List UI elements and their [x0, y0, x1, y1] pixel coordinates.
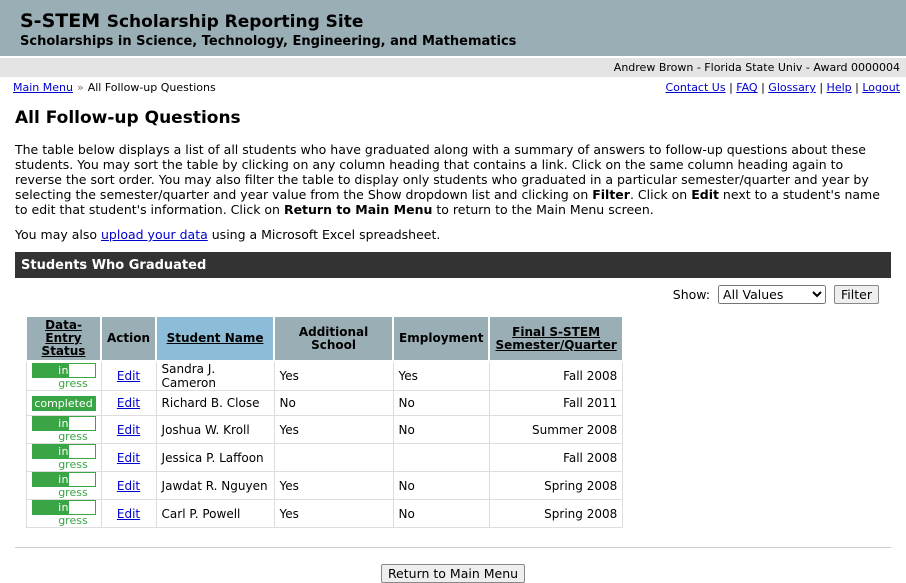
employment: No: [392, 499, 490, 528]
breadcrumb-separator: »: [76, 81, 84, 94]
status-badge: in progress: [31, 500, 96, 527]
glossary-link[interactable]: Glossary: [768, 81, 816, 94]
student-name: Sandra J. Cameron: [155, 360, 275, 391]
additional-school: Yes: [273, 471, 394, 500]
table-row: in progress Edit Joshua W. Kroll Yes No …: [25, 415, 624, 444]
status-badge: in progress: [31, 472, 96, 499]
sort-data-entry-status[interactable]: Data-Entry Status: [41, 318, 86, 358]
table-row: in progress Edit Carl P. Powell Yes No S…: [25, 499, 624, 528]
show-dropdown[interactable]: All Values: [718, 285, 827, 304]
status-badge: completed: [31, 395, 96, 411]
show-label: Show:: [672, 287, 711, 302]
logout-link[interactable]: Logout: [862, 81, 900, 94]
edit-link[interactable]: Edit: [116, 506, 141, 521]
additional-school: [273, 443, 394, 472]
divider: [15, 547, 891, 548]
site-subtitle: Scholarships in Science, Technology, Eng…: [20, 34, 517, 49]
faq-link[interactable]: FAQ: [736, 81, 758, 94]
help-link[interactable]: Help: [826, 81, 852, 94]
employment: [392, 443, 490, 472]
table-row: in progress Edit Sandra J. Cameron Yes Y…: [25, 360, 624, 391]
table-row: completed Edit Richard B. Close No No Fa…: [25, 390, 624, 416]
breadcrumb-current: All Follow-up Questions: [87, 81, 216, 94]
employment: Yes: [392, 360, 490, 391]
table-row: in progress Edit Jawdat R. Nguyen Yes No…: [25, 471, 624, 500]
top-links: Contact Us | FAQ | Glossary | Help | Log…: [665, 81, 901, 94]
edit-link[interactable]: Edit: [116, 396, 141, 410]
students-table: Data-Entry Status Action Student Name Ad…: [25, 315, 624, 528]
header-additional-school: Additional School: [273, 315, 395, 362]
header-employment: Employment: [392, 315, 491, 362]
additional-school: Yes: [273, 499, 394, 528]
sort-final-semester[interactable]: Final S-STEM Semester/Quarter: [495, 324, 617, 352]
student-name: Jessica P. Laffoon: [155, 443, 275, 472]
user-info-bar: Andrew Brown - Florida State Univ - Awar…: [0, 58, 906, 77]
status-badge: in progress: [31, 444, 96, 471]
intro-text: The table below displays a list of all s…: [15, 142, 880, 217]
breadcrumb-main-menu[interactable]: Main Menu: [13, 81, 73, 94]
edit-link[interactable]: Edit: [116, 450, 141, 465]
student-name: Joshua W. Kroll: [155, 415, 275, 444]
table-row: in progress Edit Jessica P. Laffoon Fall…: [25, 443, 624, 472]
additional-school: Yes: [273, 360, 394, 391]
final-semester: Fall 2008: [488, 443, 624, 472]
employment: No: [392, 471, 490, 500]
student-name: Richard B. Close: [155, 390, 275, 416]
filter-bar: Show: All Values Filter: [0, 285, 879, 304]
status-badge: in progress: [31, 362, 96, 390]
breadcrumb: Main Menu» All Follow-up Questions: [13, 81, 216, 94]
sort-student-name[interactable]: Student Name: [166, 331, 264, 345]
section-header: Students Who Graduated: [15, 252, 891, 278]
site-title: S-STEM Scholarship Reporting Site: [20, 10, 364, 32]
upload-text: You may also upload your data using a Mi…: [15, 227, 441, 242]
contact-us-link[interactable]: Contact Us: [665, 81, 726, 94]
return-to-main-menu-button[interactable]: Return to Main Menu: [380, 564, 526, 583]
upload-data-link[interactable]: upload your data: [101, 227, 208, 242]
header-action: Action: [99, 315, 158, 362]
employment: No: [392, 415, 490, 444]
additional-school: Yes: [273, 415, 394, 444]
filter-button[interactable]: Filter: [834, 285, 879, 304]
final-semester: Fall 2011: [488, 390, 624, 416]
final-semester: Spring 2008: [488, 471, 624, 500]
edit-link[interactable]: Edit: [116, 478, 141, 493]
edit-link[interactable]: Edit: [116, 422, 141, 437]
edit-link[interactable]: Edit: [116, 369, 141, 383]
additional-school: No: [273, 390, 394, 416]
page-title: All Follow-up Questions: [15, 108, 241, 128]
status-badge: in progress: [31, 416, 96, 443]
employment: No: [392, 390, 490, 416]
final-semester: Summer 2008: [488, 415, 624, 444]
student-name: Carl P. Powell: [155, 499, 275, 528]
site-header: S-STEM Scholarship Reporting Site Schola…: [0, 0, 906, 57]
final-semester: Fall 2008: [488, 360, 624, 391]
student-name: Jawdat R. Nguyen: [155, 471, 275, 500]
final-semester: Spring 2008: [488, 499, 624, 528]
